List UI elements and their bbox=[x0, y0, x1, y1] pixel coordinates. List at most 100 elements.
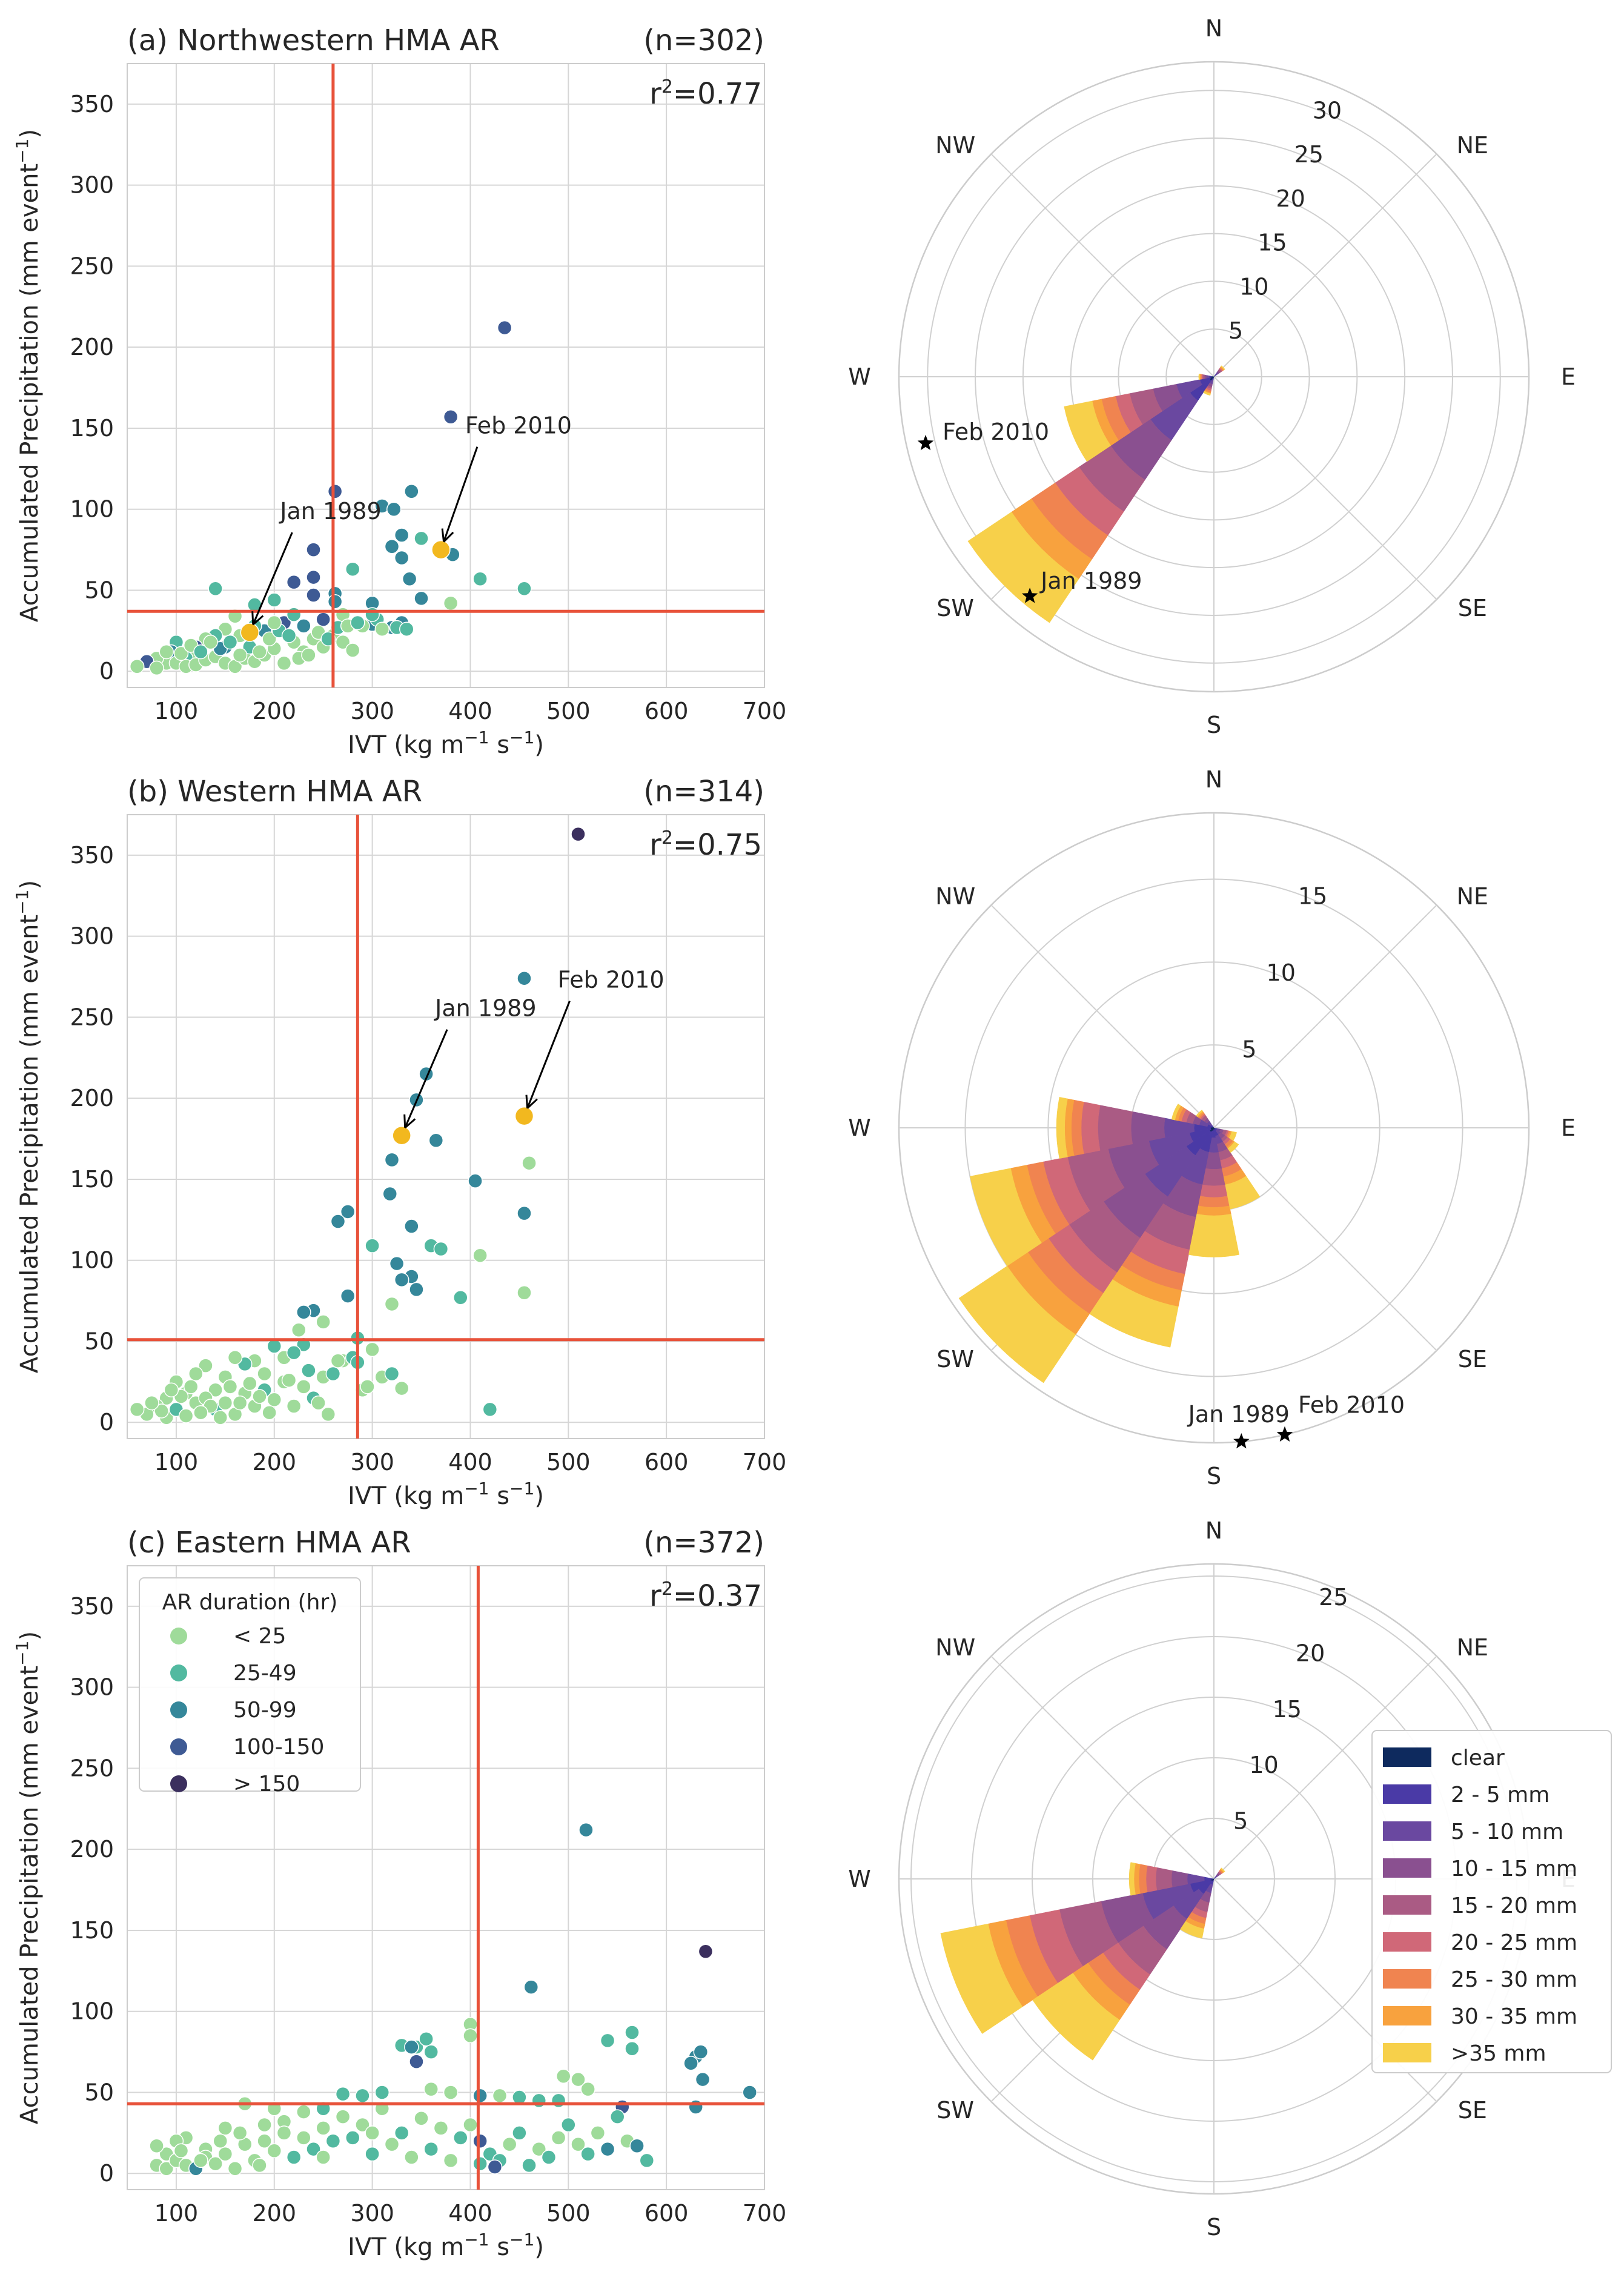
y-tick-label: 150 bbox=[70, 1166, 114, 1193]
compass-label: S bbox=[1207, 712, 1221, 738]
data-point bbox=[325, 1366, 341, 1382]
data-point bbox=[389, 1256, 405, 1271]
data-point bbox=[541, 2150, 557, 2165]
data-point bbox=[267, 1392, 282, 1408]
y-axis-label-part: ) bbox=[16, 1631, 44, 1641]
data-point bbox=[232, 2125, 248, 2141]
rose-sector-bin bbox=[1155, 1867, 1173, 1891]
rose-sector-bin bbox=[1089, 1279, 1179, 1348]
rose-spoke bbox=[1213, 376, 1437, 600]
x-tick-label: 500 bbox=[546, 698, 591, 724]
rose-radial-label: 5 bbox=[1228, 317, 1243, 344]
data-point bbox=[571, 826, 586, 842]
x-tick-label: 200 bbox=[253, 698, 297, 724]
y-tick-label: 0 bbox=[99, 658, 114, 684]
compass-label: N bbox=[1205, 15, 1222, 42]
event-star-marker bbox=[1021, 588, 1038, 603]
data-point bbox=[555, 2068, 571, 2084]
rose-spoke bbox=[990, 1655, 1215, 1880]
x-tick-label: 600 bbox=[645, 2200, 689, 2227]
legend-label: > 150 bbox=[233, 1772, 300, 1797]
rose-sector-bin bbox=[1129, 1862, 1136, 1896]
data-point bbox=[345, 2130, 360, 2145]
x-tick-label: 400 bbox=[448, 698, 492, 724]
compass-label: NE bbox=[1457, 132, 1488, 159]
rose-spoke bbox=[1213, 1127, 1437, 1351]
data-point bbox=[296, 2104, 311, 2119]
data-point bbox=[402, 571, 417, 587]
data-point bbox=[443, 409, 459, 425]
data-point bbox=[252, 644, 267, 660]
rose-sector-bin bbox=[958, 1265, 1076, 1383]
x-tick-label: 700 bbox=[743, 2200, 787, 2227]
r-squared-value: =0.77 bbox=[673, 77, 762, 111]
rose-sector-bin bbox=[1171, 1104, 1181, 1121]
r-squared-label: r2=0.37 bbox=[649, 1578, 762, 1613]
data-point bbox=[382, 1186, 397, 1202]
legend-label: >35 mm bbox=[1451, 2041, 1546, 2066]
duration-legend: AR duration (hr) < 25 25-49 50-99 100-150 > 1… bbox=[139, 1577, 361, 1797]
annotation-label: Feb 2010 bbox=[465, 412, 572, 439]
legend-marker bbox=[170, 1664, 187, 1681]
y-axis-label-part: Accumulated Precipitation (mm event bbox=[16, 1666, 44, 2124]
data-point bbox=[242, 1376, 257, 1391]
r-squared-label: r2=0.75 bbox=[649, 827, 762, 862]
data-point bbox=[433, 2121, 449, 2136]
rose-sector-bin bbox=[1188, 1213, 1239, 1257]
event-star-marker bbox=[917, 434, 934, 451]
y-tick-label: 300 bbox=[70, 1674, 114, 1701]
data-point bbox=[517, 1205, 532, 1221]
legend-label: clear bbox=[1451, 1746, 1505, 1770]
data-point bbox=[625, 2025, 640, 2040]
data-point bbox=[517, 1285, 532, 1300]
data-point bbox=[360, 1379, 375, 1394]
data-point bbox=[384, 1152, 400, 1168]
event-star-label: Jan 1989 bbox=[1187, 1401, 1290, 1428]
annotation-arrowhead bbox=[403, 1114, 416, 1128]
data-point bbox=[453, 2130, 468, 2145]
legend-label: 20 - 25 mm bbox=[1451, 1930, 1577, 1955]
rose-sector-bin bbox=[1171, 1870, 1188, 1887]
y-tick-label: 100 bbox=[70, 496, 114, 523]
y-axis-label-exp: −1 bbox=[12, 139, 32, 164]
x-axis-label-exp: −1 bbox=[464, 727, 489, 747]
rose-radial-label: 15 bbox=[1298, 883, 1327, 910]
data-point bbox=[355, 2117, 370, 2133]
rose-sector-bin bbox=[1056, 1096, 1068, 1159]
legend-swatch bbox=[1383, 1969, 1431, 1989]
data-point bbox=[531, 2093, 547, 2108]
data-point bbox=[742, 2085, 757, 2100]
data-point bbox=[419, 2031, 434, 2047]
legend-label: 25-49 bbox=[233, 1661, 297, 1686]
x-axis-label-exp: −1 bbox=[509, 1479, 534, 1499]
annotation-arrowhead bbox=[251, 611, 264, 626]
data-point bbox=[394, 528, 409, 543]
data-point bbox=[580, 2146, 595, 2162]
r-squared-symbol: r bbox=[649, 828, 661, 862]
event-star-marker bbox=[1276, 1426, 1293, 1442]
sample-count: (n=372) bbox=[643, 1526, 764, 1560]
windrose-panel-a: 5 10 15 20 25 30 N NE E SE S SW W NW Feb 2010 Jan 1989 bbox=[848, 15, 1576, 738]
legend-label: 5 - 10 mm bbox=[1451, 1820, 1563, 1844]
data-point bbox=[296, 618, 311, 634]
data-point bbox=[443, 2085, 459, 2100]
data-point bbox=[286, 1345, 302, 1360]
rose-sector-bin bbox=[970, 1168, 1042, 1267]
annotation-arrowhead bbox=[525, 1095, 538, 1109]
data-point bbox=[386, 502, 402, 517]
rose-sector-bin bbox=[940, 1923, 1023, 2034]
y-axis-label: Accumulated Precipitation (mm event−1) bbox=[12, 1631, 44, 2124]
rose-spoke bbox=[990, 153, 1215, 377]
data-point bbox=[227, 1350, 243, 1365]
x-axis-label-exp: −1 bbox=[464, 1479, 489, 1499]
data-point bbox=[340, 1288, 356, 1303]
data-point bbox=[188, 1366, 204, 1382]
plot-frame bbox=[127, 63, 765, 688]
y-tick-label: 50 bbox=[85, 1328, 114, 1354]
y-tick-label: 250 bbox=[70, 1755, 114, 1781]
compass-label: E bbox=[1561, 1115, 1576, 1141]
data-point bbox=[173, 646, 189, 661]
y-tick-label: 150 bbox=[70, 415, 114, 442]
rose-radial-label: 20 bbox=[1276, 185, 1305, 212]
data-point bbox=[517, 970, 532, 986]
